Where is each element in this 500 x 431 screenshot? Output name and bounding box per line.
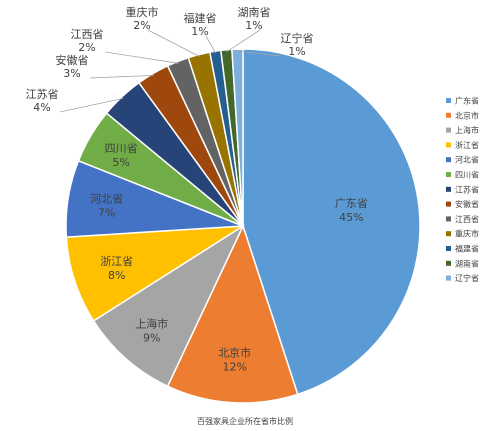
legend-label: 河北省	[455, 155, 479, 165]
legend-label: 北京市	[455, 110, 479, 120]
legend-swatch	[446, 98, 451, 103]
legend-label: 四川省	[455, 170, 479, 180]
slice-name-label: 江西省	[71, 28, 104, 41]
slice-name-label: 上海市	[135, 317, 168, 331]
slice-pct-label: 4%	[33, 101, 50, 114]
chart-caption: 百强家具企业所在省市比例	[197, 416, 293, 426]
pie-slice-3	[92, 223, 245, 388]
slice-name-label: 湖南省	[238, 6, 271, 19]
slice-pct-label: 5%	[112, 156, 129, 169]
legend-swatch	[446, 186, 451, 192]
leader-line	[226, 29, 261, 53]
legend-swatch	[446, 275, 451, 281]
legend-swatch	[446, 142, 451, 148]
legend-swatch	[446, 127, 451, 133]
slice-name-label: 河北省	[90, 192, 123, 205]
legend-label: 湖南省	[455, 258, 479, 268]
legend-swatch	[446, 231, 451, 237]
slice-pct-label: 3%	[63, 67, 80, 80]
legend-label: 重庆市	[455, 229, 479, 239]
legend-swatch	[446, 260, 451, 266]
slice-pct-label: 2%	[133, 19, 150, 32]
slice-pct-label: 1%	[288, 45, 305, 58]
slice-pct-label: 12%	[222, 361, 246, 374]
slice-pct-label: 7%	[98, 206, 115, 219]
slice-name-label: 重庆市	[126, 5, 159, 19]
pie-slices	[65, 48, 421, 404]
slice-name-label: 四川省	[105, 142, 138, 155]
pie-slice-1	[242, 48, 421, 396]
leader-line	[237, 50, 282, 57]
legend-label: 浙江省	[455, 140, 479, 150]
leader-line	[147, 29, 200, 57]
legend-label: 广东省	[455, 96, 479, 106]
legend-swatch	[446, 201, 451, 207]
leader-line	[89, 75, 154, 79]
slice-name-label: 北京市	[218, 346, 251, 360]
slice-pct-label: 8%	[108, 269, 125, 282]
legend-label: 江西省	[455, 214, 479, 224]
legend-label: 上海市	[455, 125, 479, 135]
slice-name-label: 安徽省	[56, 53, 89, 67]
leader-line	[104, 51, 179, 64]
slice-pct-label: 1%	[191, 25, 208, 38]
slice-name-label: 福建省	[184, 11, 217, 25]
pie-slice-2	[166, 223, 299, 404]
leader-line	[59, 98, 124, 113]
slice-name-label: 江苏省	[26, 88, 59, 101]
leader-line	[205, 35, 216, 54]
legend-swatch	[446, 172, 451, 177]
leader-lines	[59, 29, 282, 113]
pie-slice-4	[65, 225, 244, 322]
slice-pct-label: 2%	[78, 41, 95, 54]
slice-name-label: 辽宁省	[281, 31, 314, 45]
pie-slice-13	[231, 48, 244, 227]
slice-name-label: 广东省	[335, 197, 368, 210]
slice-name-label: 浙江省	[100, 255, 133, 268]
slice-pct-label: 9%	[143, 332, 160, 345]
slice-pct-label: 45%	[339, 211, 363, 224]
legend-swatch	[446, 112, 451, 118]
legend-label: 安徽省	[455, 199, 479, 209]
legend-label: 辽宁省	[455, 273, 479, 283]
legend-swatch	[446, 157, 451, 163]
legend-label: 江苏省	[455, 184, 479, 194]
legend-swatch	[446, 246, 451, 251]
slice-pct-label: 1%	[245, 19, 262, 32]
legend-swatch	[446, 216, 451, 222]
legend-label: 福建省	[455, 244, 479, 254]
